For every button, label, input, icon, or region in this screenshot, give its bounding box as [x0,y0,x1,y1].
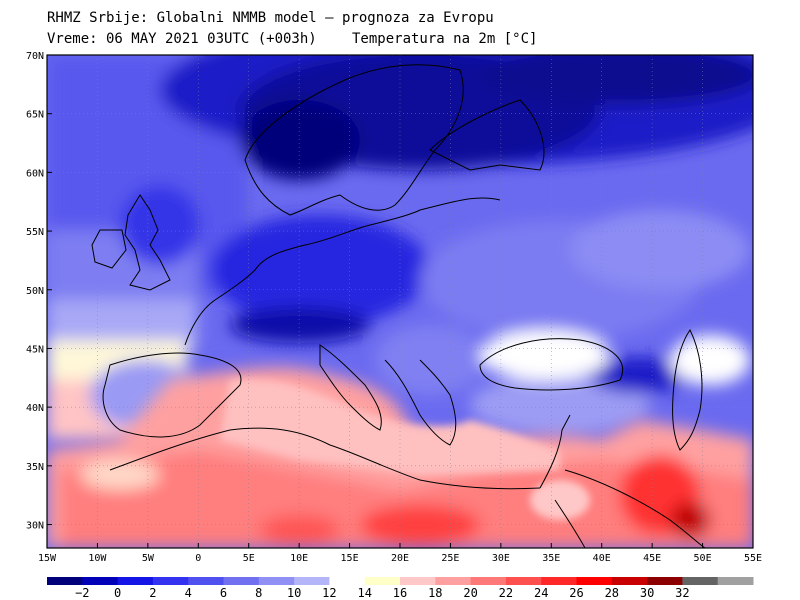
forecast-time: Vreme: 06 MAY 2021 03UTC (+003h) [47,31,317,47]
lon-label: 10E [290,553,308,564]
lon-label: 30E [492,553,510,564]
lat-label: 45N [26,344,44,355]
colorbar-swatch [435,577,472,585]
parameter-label: Temperatura na 2m [°C] [352,31,538,47]
coastlines [91,64,706,548]
colorbar-swatch [541,577,577,585]
colorbar-swatch [470,577,507,585]
colorbar-swatch [717,577,754,585]
colorbar-swatch [576,577,613,585]
colorbar-label: −2 [75,586,89,600]
lon-label: 35E [542,553,560,564]
colorbar-label: 28 [605,586,619,600]
colorbar: −2 0 2 4 6 8 10 12 14 16 18 20 22 24 26 28 30 32 [47,577,754,600]
lon-label: 5W [142,553,155,564]
colorbar-swatch [223,577,260,585]
colorbar-label: 32 [675,586,689,600]
colorbar-swatch [364,577,401,585]
colorbar-label: 20 [463,586,477,600]
colorbar-label: 12 [322,586,336,600]
lat-label: 65N [26,110,44,121]
longitude-labels: 15W 10W 5W 0 5E 10E 15E 20E 25E 30E 35E 40E 45E 50E 55… [38,543,762,564]
latitude-labels: 70N 65N 60N 55N 50N 45N 40N 35N 30N [26,51,52,532]
lon-label: 10W [88,553,107,564]
colorbar-label: 4 [185,586,192,600]
colorbar-swatch [611,577,648,585]
lon-label: 40E [593,553,611,564]
temperature-field [47,55,753,548]
lat-label: 40N [26,403,44,414]
lon-label: 0 [195,553,201,564]
colorbar-swatch [329,577,366,585]
lon-label: 45E [643,553,661,564]
lon-label: 50E [694,553,712,564]
colorbar-swatch [152,577,189,585]
lat-label: 55N [26,227,44,238]
lon-label: 5E [243,553,255,564]
colorbar-label: 8 [255,586,262,600]
colorbar-label: 14 [357,586,371,600]
colorbar-label: 26 [569,586,583,600]
map-title: RHMZ Srbije: Globalni NMMB model — progn… [47,10,494,26]
colorbar-swatch [294,577,330,585]
colorbar-label: 16 [393,586,407,600]
colorbar-swatch [505,577,542,585]
colorbar-label: 0 [114,586,121,600]
lat-label: 50N [26,286,44,297]
lat-label: 60N [26,168,44,179]
colorbar-label: 10 [287,586,301,600]
colorbar-swatch [188,577,224,585]
lon-label: 25E [441,553,459,564]
lon-label: 15E [341,553,359,564]
colorbar-label: 24 [534,586,548,600]
colorbar-swatch [647,577,683,585]
colorbar-label: 2 [149,586,156,600]
lon-label: 55E [744,553,762,564]
colorbar-swatch [400,577,436,585]
lat-label: 30N [26,521,44,532]
colorbar-swatch [117,577,154,585]
colorbar-label: 6 [220,586,227,600]
colorbar-swatch [47,577,83,585]
lat-label: 35N [26,462,44,473]
colorbar-swatch [682,577,719,585]
colorbar-label: 22 [499,586,513,600]
colorbar-label: 18 [428,586,442,600]
lon-label: 15W [38,553,57,564]
colorbar-swatch [82,577,119,585]
lat-label: 70N [26,51,44,62]
lon-label: 20E [391,553,409,564]
colorbar-swatch [258,577,295,585]
colorbar-label: 30 [640,586,654,600]
